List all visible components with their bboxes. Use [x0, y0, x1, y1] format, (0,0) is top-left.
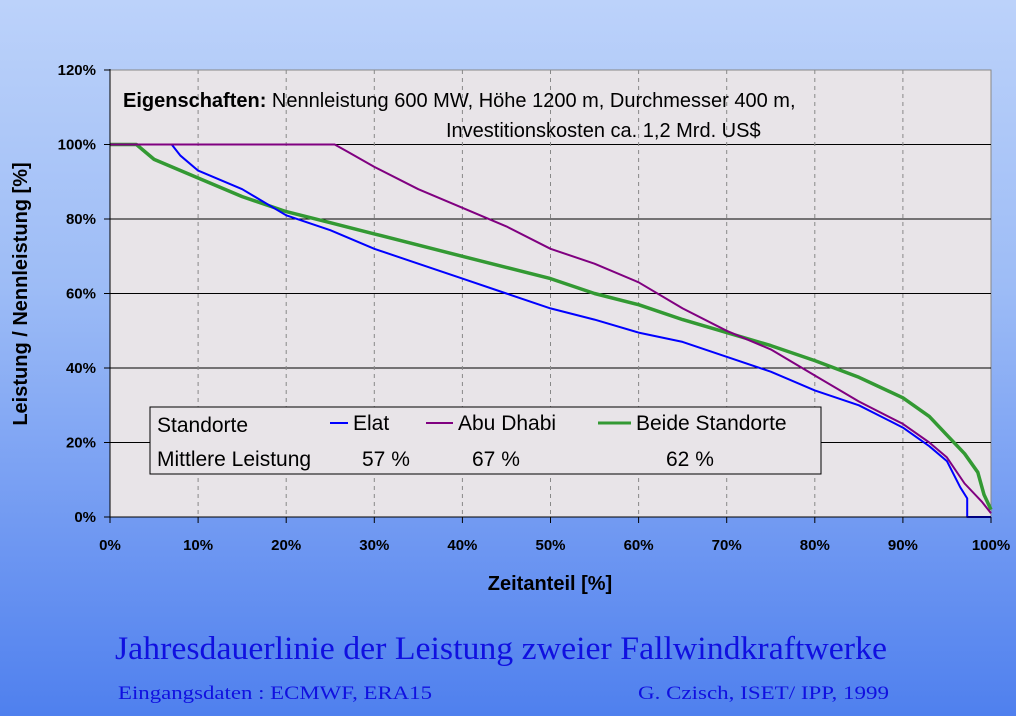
- y-tick-label: 20%: [66, 435, 96, 452]
- annotation-text: Eigenschaften: Nennleistung 600 MW, Höhe…: [123, 90, 796, 112]
- y-axis-label: Leistung / Nennleistung [%]: [10, 162, 32, 425]
- legend-row1-label: Standorte: [157, 414, 248, 437]
- legend-row2-label: Mittlere Leistung: [157, 448, 311, 471]
- x-tick-label: 50%: [535, 537, 565, 554]
- series-line-beide-standorte: [110, 142, 993, 511]
- y-tick-label: 40%: [66, 360, 96, 377]
- y-tick-label: 0%: [74, 509, 96, 526]
- x-tick-label: 80%: [800, 537, 830, 554]
- x-tick-label: 10%: [183, 537, 213, 554]
- x-tick-label: 90%: [888, 537, 918, 554]
- x-tick-label: 40%: [447, 537, 477, 554]
- x-tick-label: 60%: [624, 537, 654, 554]
- legend-mean-elat: 57 %: [362, 448, 410, 471]
- x-tick-label: 30%: [359, 537, 389, 554]
- chart-caption-title: Jahresdauerlinie der Leistung zweier Fal…: [115, 631, 887, 667]
- series-line-elat: [110, 143, 991, 518]
- y-tick-label: 120%: [58, 62, 96, 79]
- legend: Standorte Mittlere Leistung Elat Abu Dha…: [149, 406, 822, 475]
- x-tick-label: 70%: [712, 537, 742, 554]
- x-tick-label: 100%: [972, 537, 1010, 554]
- legend-label-elat: Elat: [353, 412, 389, 435]
- legend-mean-abu-dhabi: 67 %: [472, 448, 520, 471]
- x-tick-label: 20%: [271, 537, 301, 554]
- legend-label-beide: Beide Standorte: [636, 412, 787, 435]
- legend-mean-beide: 62 %: [666, 448, 714, 471]
- y-tick-label: 100%: [58, 137, 96, 154]
- y-tick-label: 80%: [66, 211, 96, 228]
- annotation-text-line2: Investitionskosten ca. 1,2 Mrd. US$: [446, 120, 761, 142]
- y-tick-label: 60%: [66, 286, 96, 303]
- x-axis-label: Zeitanteil [%]: [488, 573, 612, 595]
- legend-box: [149, 406, 822, 475]
- x-tick-label: 0%: [99, 537, 121, 554]
- chart-caption-author: G. Czisch, ISET/ IPP, 1999: [638, 683, 889, 704]
- legend-label-abu-dhabi: Abu Dhabi: [458, 412, 556, 435]
- series-line-abu-dhabi: [110, 143, 992, 514]
- chart-caption-source: Eingangsdaten : ECMWF, ERA15: [118, 683, 432, 704]
